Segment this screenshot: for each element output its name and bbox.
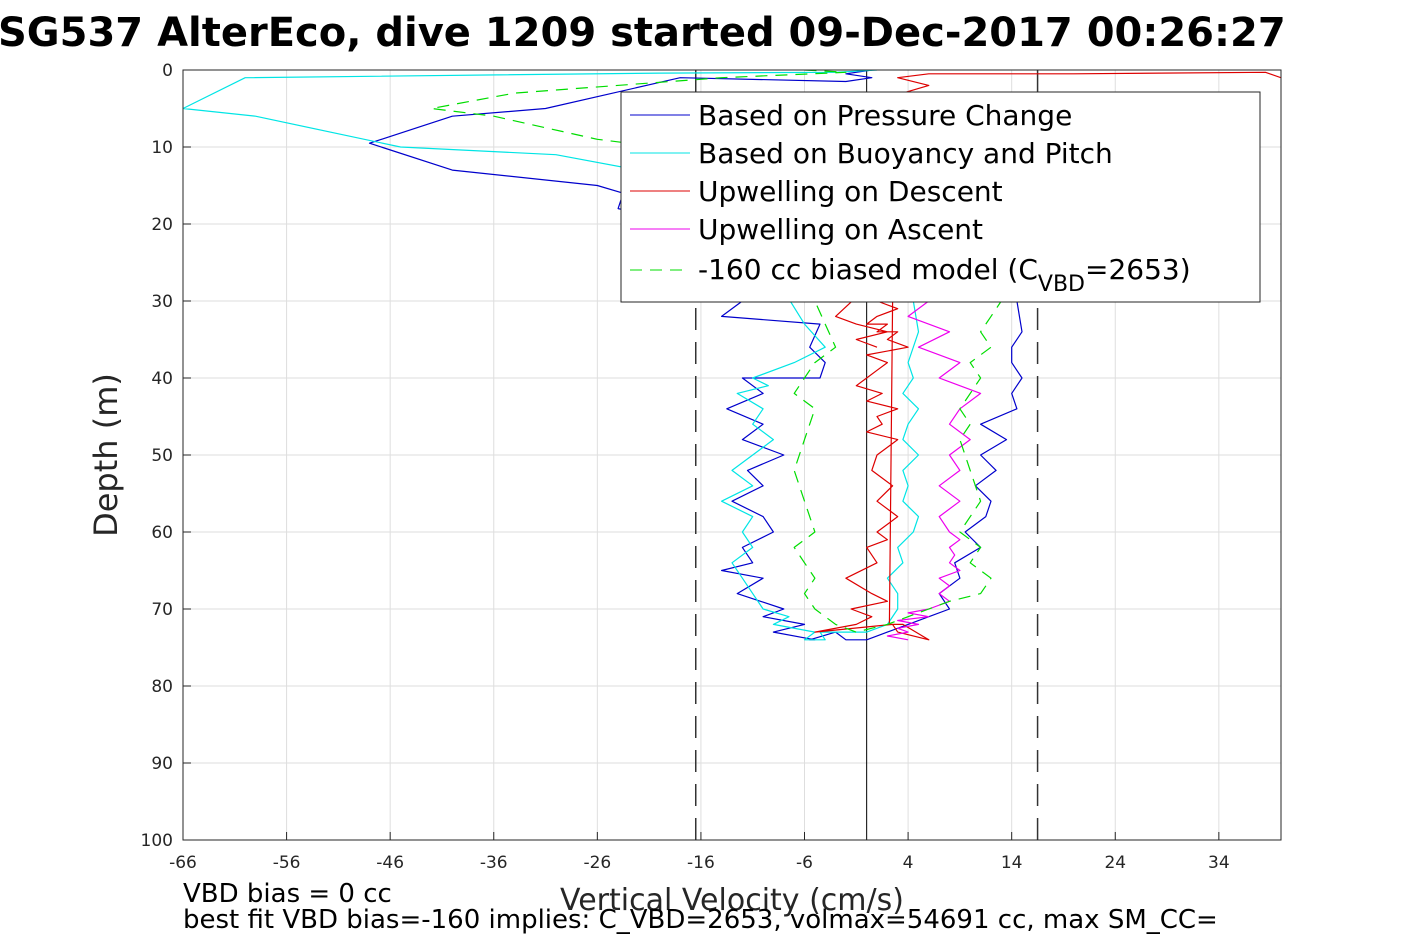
y-tick-label: 100 (141, 831, 173, 851)
y-tick-label: 0 (162, 61, 173, 81)
legend-label-buoyancy: Based on Buoyancy and Pitch (698, 137, 1113, 170)
legend-box (620, 91, 1261, 303)
y-tick-label: 90 (151, 754, 173, 774)
y-tick-label: 40 (151, 369, 173, 389)
y-tick-label: 20 (151, 215, 173, 235)
y-tick-label: 60 (151, 523, 173, 543)
x-tick-label: -56 (273, 853, 301, 873)
x-tick-label: -36 (480, 853, 508, 873)
x-tick-label: -6 (796, 853, 813, 873)
y-axis-label: Depth (m) (87, 373, 125, 537)
best-fit-note: best fit VBD bias=-160 implies: C_VBD=26… (183, 905, 1218, 935)
series-upwelling-ascent (886, 300, 982, 641)
x-tick-label: 14 (1001, 853, 1023, 873)
x-axis-label: Vertical Velocity (cm/s) (560, 883, 904, 918)
y-tick-label: 80 (151, 677, 173, 697)
x-tick-label: 24 (1104, 853, 1126, 873)
y-tick-label: 30 (151, 292, 173, 312)
x-tick-label: -46 (376, 853, 404, 873)
x-tick-label: -66 (169, 853, 197, 873)
legend: Based on Pressure Change Based on Buoyan… (620, 91, 1261, 303)
y-tick-label: 70 (151, 600, 173, 620)
legend-label-biased-model: -160 cc biased model (CVBD=2653) (698, 253, 1191, 297)
x-tick-label: -16 (687, 853, 715, 873)
legend-label-pressure: Based on Pressure Change (698, 99, 1072, 132)
y-tick-label: 10 (151, 138, 173, 158)
x-tick-label: 34 (1208, 853, 1230, 873)
legend-label-upwelling-descent: Upwelling on Descent (698, 175, 1003, 208)
y-tick-label: 50 (151, 446, 173, 466)
x-tick-label: 4 (903, 853, 914, 873)
chart-title: SG537 AlterEco, dive 1209 started 09-Dec… (0, 10, 1286, 56)
axis-ticks: -66 -56 -46 -36 -26 -16 -6 4 14 24 34 0 10 20 30 40 50 60… (141, 61, 1230, 873)
legend-label-upwelling-ascent: Upwelling on Ascent (698, 213, 983, 246)
x-tick-label: -26 (583, 853, 611, 873)
vbd-bias-note: VBD bias = 0 cc (183, 879, 392, 909)
